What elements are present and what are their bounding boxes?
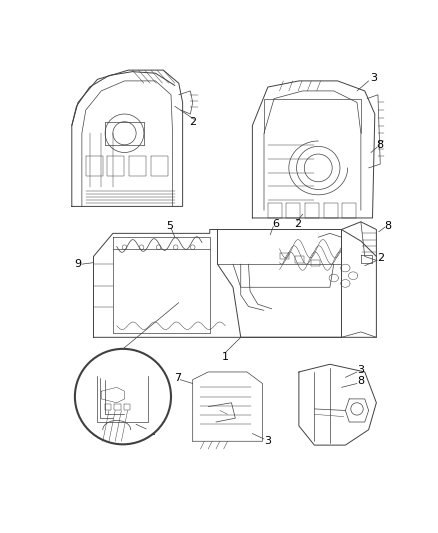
Text: 3: 3 (357, 365, 364, 375)
Text: 1: 1 (222, 352, 229, 361)
Text: 3: 3 (265, 436, 272, 446)
Text: 7: 7 (173, 373, 181, 383)
Text: 9: 9 (74, 259, 81, 269)
Text: 3: 3 (371, 73, 378, 83)
Text: 2: 2 (377, 253, 384, 263)
Text: 2: 2 (294, 219, 301, 229)
Text: 8: 8 (357, 376, 364, 386)
Text: 6: 6 (272, 219, 279, 229)
Text: 5: 5 (166, 221, 173, 231)
Circle shape (75, 349, 171, 445)
Text: 2: 2 (189, 117, 196, 127)
Text: 2: 2 (148, 427, 155, 437)
Text: 8: 8 (377, 140, 384, 150)
Text: 8: 8 (385, 221, 392, 231)
